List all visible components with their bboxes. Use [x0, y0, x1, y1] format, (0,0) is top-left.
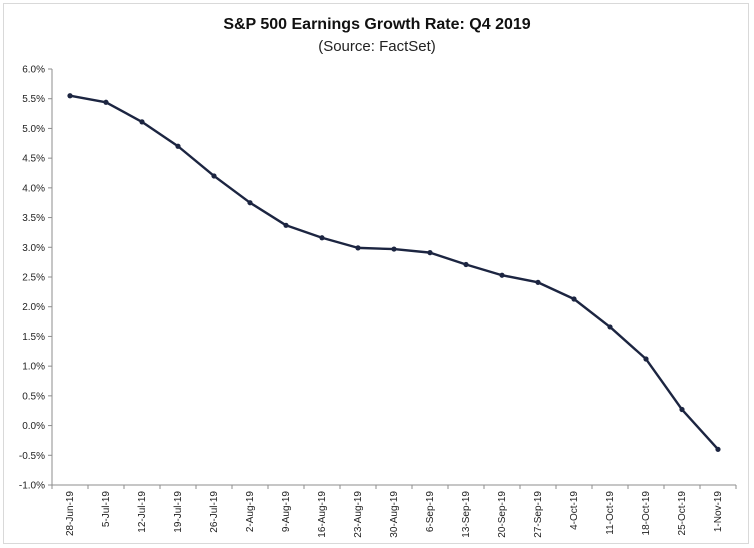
x-tick-label: 27-Sep-19 — [533, 491, 544, 538]
x-tick-label: 11-Oct-19 — [605, 491, 616, 535]
data-point — [715, 446, 721, 452]
y-tick-label: 1.0% — [22, 362, 45, 373]
x-axis: 28-Jun-19 5-Jul-19 12-Jul-19 19-Jul-19 26-Ju… — [51, 484, 737, 538]
series-line — [69, 94, 719, 451]
x-tick-label: 12-Jul-19 — [137, 491, 148, 533]
y-tick-label: 0.5% — [22, 391, 45, 402]
y-tick-label: 5.0% — [22, 124, 45, 135]
x-tick-label: 25-Oct-19 — [677, 491, 688, 536]
y-tick-label: 3.5% — [22, 213, 45, 224]
y-tick-label: 3.0% — [22, 243, 45, 254]
y-tick-label: 0.0% — [22, 421, 45, 432]
x-tick-label: 26-Jul-19 — [209, 491, 220, 533]
x-tick-label: 6-Sep-19 — [425, 491, 436, 533]
chart-subtitle: (Source: FactSet) — [318, 38, 436, 55]
y-tick-label: 5.5% — [22, 94, 45, 105]
data-point — [535, 279, 541, 285]
data-point — [175, 143, 181, 149]
x-tick-label: 19-Jul-19 — [173, 491, 184, 533]
y-tick-label: -1.0% — [19, 481, 45, 492]
x-tick-label: 1-Nov-19 — [713, 491, 724, 533]
x-tick-label: 5-Jul-19 — [101, 491, 112, 528]
y-tick-label: 6.0% — [22, 65, 45, 76]
x-tick-label: 28-Jun-19 — [65, 491, 76, 536]
x-tick-label: 20-Sep-19 — [497, 491, 508, 538]
data-point — [67, 93, 73, 99]
x-tick-label: 13-Sep-19 — [461, 491, 472, 538]
series-layer — [67, 93, 721, 452]
chart-title: S&P 500 Earnings Growth Rate: Q4 2019 — [223, 16, 531, 33]
x-tick-label: 4-Oct-19 — [569, 491, 580, 530]
data-point — [463, 261, 469, 268]
y-tick-label: 2.0% — [22, 302, 45, 313]
y-tick-label: 1.5% — [22, 332, 45, 343]
data-point — [643, 356, 649, 362]
data-point — [607, 324, 613, 330]
data-point — [355, 245, 361, 251]
data-point — [391, 246, 397, 252]
data-point — [139, 119, 145, 125]
y-tick-label: 4.0% — [22, 183, 45, 194]
y-tick-label: 2.5% — [22, 273, 45, 284]
y-tick-label: -0.5% — [19, 451, 45, 462]
x-tick-label: 16-Aug-19 — [317, 491, 328, 538]
data-point — [427, 250, 433, 256]
chart-frame — [3, 3, 749, 544]
x-tick-label: 23-Aug-19 — [353, 491, 364, 538]
y-tick-label: 4.5% — [22, 154, 45, 165]
data-point — [103, 99, 109, 105]
y-axis: 6.0% 5.5% 5.0% 4.5% 4.0% 3.5% 3.0% 2.5% 2.0% 1.5%… — [19, 65, 53, 492]
data-point — [211, 173, 217, 179]
x-tick-label: 18-Oct-19 — [641, 491, 652, 536]
x-tick-label: 9-Aug-19 — [281, 491, 292, 533]
data-point — [247, 200, 253, 206]
data-point — [679, 406, 685, 413]
data-point — [283, 222, 289, 228]
data-point — [571, 296, 577, 302]
data-point — [499, 272, 505, 278]
data-point — [319, 235, 325, 241]
x-tick-label: 2-Aug-19 — [245, 491, 256, 533]
x-tick-label: 30-Aug-19 — [389, 491, 400, 538]
